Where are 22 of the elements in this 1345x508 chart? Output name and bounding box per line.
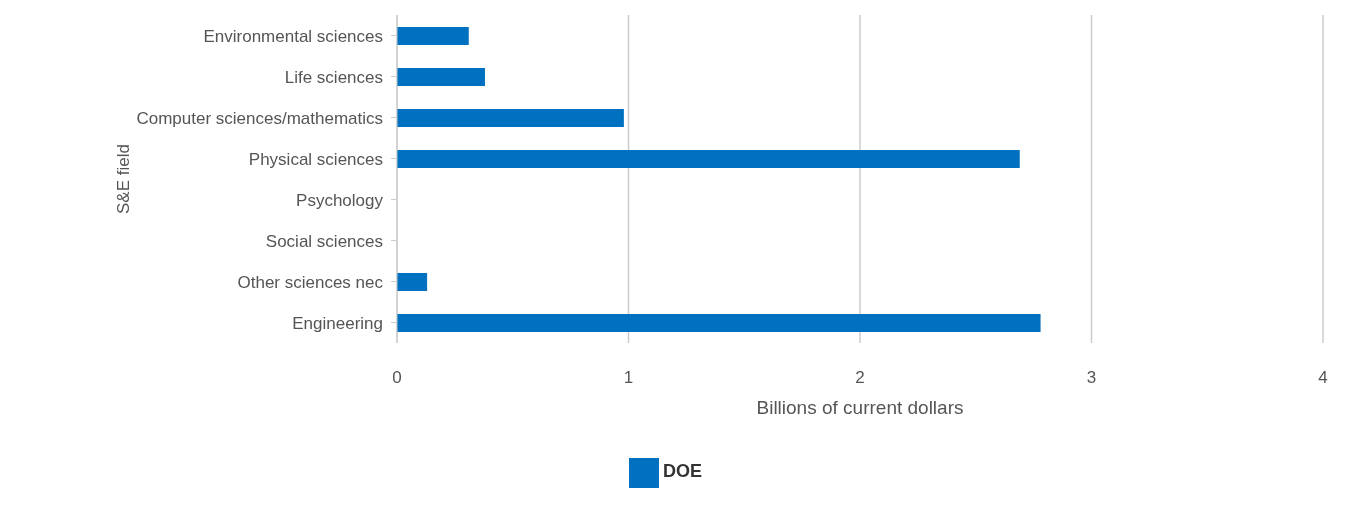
y-tick-label: Psychology — [296, 190, 384, 210]
legend-label: DOE — [662, 461, 702, 482]
y-tick-label: Engineering — [292, 313, 383, 333]
y-tick-label: Social sciences — [265, 231, 383, 251]
x-tick-label: 4 — [1318, 368, 1328, 388]
x-axis-title: Billions of current dollars — [756, 397, 964, 419]
bar — [397, 27, 469, 45]
y-tick-label: Other sciences nec — [237, 272, 384, 292]
y-tick-label: Physical sciences — [248, 149, 383, 169]
y-tick-label: Environmental sciences — [203, 26, 383, 46]
x-tick-label: 1 — [623, 368, 634, 388]
bar — [397, 68, 485, 86]
y-tick-label: Life sciences — [284, 67, 383, 87]
bar — [397, 109, 624, 127]
y-tick-label: Computer sciences/mathematics — [136, 108, 383, 128]
y-axis-title: S&E field — [114, 144, 134, 214]
bar — [397, 314, 1041, 332]
bar — [397, 273, 428, 291]
x-tick-label: 3 — [1086, 368, 1097, 388]
x-tick-label: 0 — [392, 368, 402, 388]
x-tick-label: 2 — [855, 368, 865, 388]
bar — [397, 150, 1020, 168]
